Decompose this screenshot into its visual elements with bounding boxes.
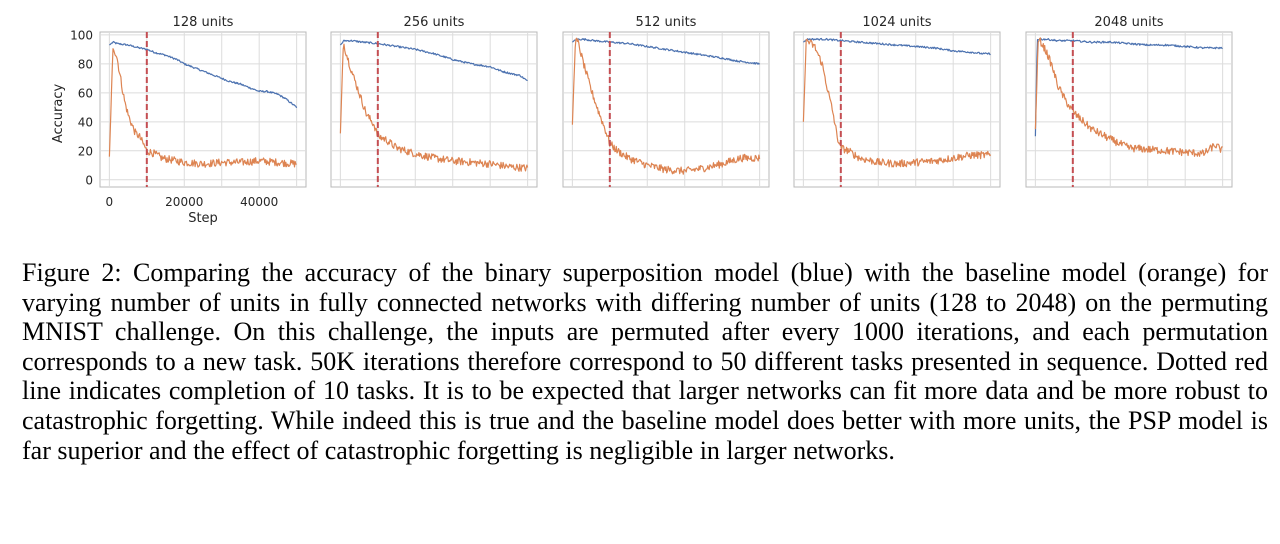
baseline-series-line: [108, 48, 297, 168]
panel-title: 512 units: [636, 15, 697, 30]
plot-area: [99, 31, 307, 188]
plot-area: [1025, 31, 1233, 188]
panel-4: 1024 units: [793, 15, 1001, 188]
figure-caption: Figure 2: Comparing the accuracy of the …: [22, 258, 1268, 465]
psp-series-line: [572, 38, 761, 65]
y-tick-label: 40: [78, 115, 93, 129]
y-tick-label: 60: [78, 86, 93, 100]
psp-series-line: [109, 40, 298, 109]
y-tick-label: 20: [78, 144, 93, 158]
panel-title: 128 units: [173, 15, 234, 30]
panel-2: 256 units: [330, 15, 538, 188]
psp-series-line: [1034, 38, 1223, 137]
baseline-series-line: [802, 38, 992, 168]
y-tick-label: 100: [70, 28, 93, 42]
y-tick-label: 80: [78, 57, 93, 71]
plot-area: [562, 31, 770, 188]
y-tick-label: 0: [85, 173, 93, 187]
panel-title: 1024 units: [862, 15, 931, 30]
baseline-series-line: [1034, 37, 1223, 157]
panel-3: 512 units: [562, 15, 770, 188]
panel-1: 128 units 0 20 40 60 80 100 0 20000 40000 Step Accu…: [51, 15, 307, 226]
x-axis-label: Step: [188, 211, 218, 226]
baseline-series-line: [571, 37, 761, 175]
psp-series-line: [803, 37, 991, 56]
panel-title: 256 units: [404, 15, 465, 30]
x-tick-label: 0: [106, 195, 114, 209]
x-tick-label: 40000: [240, 195, 278, 209]
x-tick-label: 20000: [165, 195, 203, 209]
panel-5: 2048 units: [1025, 15, 1233, 188]
figure-2-chart: 128 units 0 20 40 60 80 100 0 20000 40000 Step Accu…: [51, 15, 1233, 226]
psp-series-line: [339, 39, 528, 82]
y-axis-label: Accuracy: [51, 84, 66, 144]
baseline-series-line: [339, 43, 529, 172]
plot-area: [793, 31, 1001, 188]
panel-title: 2048 units: [1094, 15, 1163, 30]
